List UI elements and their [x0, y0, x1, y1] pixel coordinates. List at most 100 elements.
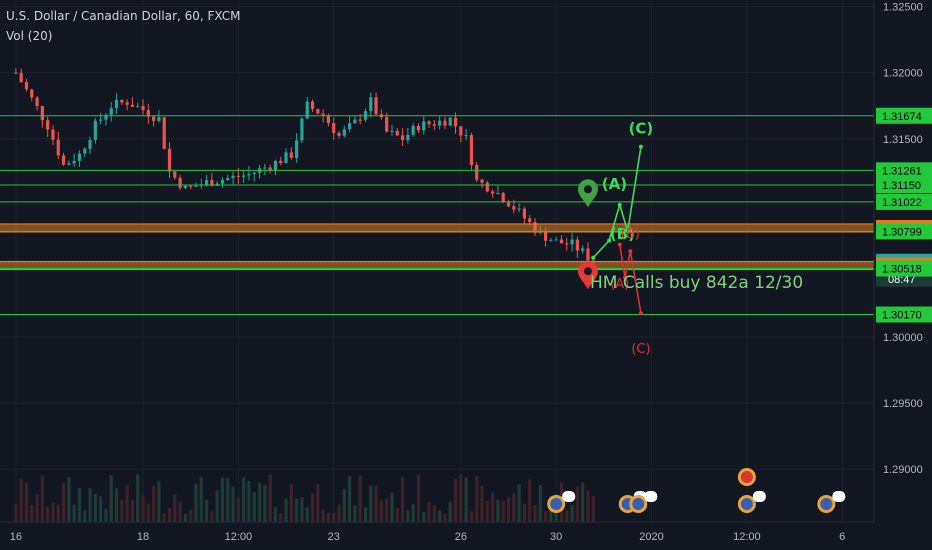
volume-bar: [40, 475, 44, 522]
candle-body: [443, 120, 447, 126]
volume-bar: [459, 474, 463, 522]
volume-bar: [268, 474, 272, 522]
volume-bar: [528, 479, 532, 522]
volume-bar: [491, 492, 495, 522]
volume-bar: [332, 512, 336, 522]
candle-body: [67, 163, 71, 165]
candle-body: [332, 123, 336, 134]
volume-bar: [61, 483, 66, 522]
candle-body: [300, 118, 304, 141]
volume-bar: [210, 511, 214, 522]
volume-bar: [496, 499, 500, 522]
bullish-wave-label: (C): [629, 119, 654, 137]
volume-bar: [416, 474, 421, 522]
volume-bar: [199, 476, 203, 522]
map-markers[interactable]: [577, 179, 598, 290]
price-axis[interactable]: 1.325001.320001.315001.310001.305001.300…: [873, 0, 932, 550]
wave-projections[interactable]: (A) (B) (C) (B) (A) (C): [591, 119, 654, 357]
volume-bar: [167, 508, 172, 522]
price-tick-label: 1.32000: [883, 68, 923, 80]
candle-body: [178, 177, 182, 188]
candle-body: [263, 167, 267, 169]
candle-body: [528, 218, 532, 223]
volume-bar: [247, 480, 251, 522]
volume-bar: [453, 479, 458, 522]
wave-point: [638, 144, 643, 149]
candle-body: [210, 180, 214, 186]
candle-body: [459, 126, 463, 136]
price-tick-label: 1.31500: [883, 134, 923, 146]
candle-body: [496, 193, 500, 195]
candle-body: [157, 117, 161, 121]
price-label-box: [876, 260, 932, 277]
candle-body: [189, 185, 193, 187]
time-tick-label: 23: [328, 531, 340, 543]
volume-bar: [342, 488, 346, 522]
symbol-title[interactable]: U.S. Dollar / Canadian Dollar, 60, FXCM: [6, 9, 241, 23]
event-count: 8: [648, 492, 654, 503]
candle-body: [390, 130, 394, 132]
candle-body: [14, 72, 18, 74]
candle-body: [453, 117, 458, 127]
time-tick-label: 18: [137, 531, 149, 543]
bullish-wave-label: (A): [602, 175, 627, 193]
volume-bar: [369, 485, 373, 522]
volume-bar: [236, 497, 240, 522]
horizontal-levels[interactable]: [0, 115, 874, 316]
volume-bar: [141, 495, 145, 522]
price-level-label: 1.31674: [882, 111, 922, 123]
candle-body: [586, 248, 590, 261]
volume-bar: [152, 486, 156, 522]
volume-bar: [99, 496, 103, 522]
volume-bar: [88, 488, 92, 522]
volume-bar: [480, 485, 484, 522]
candle-body: [554, 239, 558, 241]
candle-body: [194, 185, 198, 187]
candle-body: [501, 193, 505, 203]
time-tick-label: 2020: [639, 531, 663, 543]
volume-bar: [543, 511, 548, 522]
flag-core: [740, 471, 753, 483]
price-level-label: 1.30799: [882, 226, 922, 238]
candle-body: [411, 125, 415, 135]
volume-bar: [35, 494, 39, 522]
volume-bar: [284, 498, 288, 522]
candle-body: [289, 152, 293, 158]
candle-body: [581, 248, 585, 251]
volume-indicator-label[interactable]: Vol (20): [6, 29, 53, 43]
volume-bar: [220, 477, 225, 522]
volume-bar: [242, 477, 246, 522]
volume-bar: [56, 504, 60, 522]
volume-bar: [538, 484, 542, 522]
volume-bar: [432, 505, 436, 522]
volume-bar: [385, 498, 389, 522]
volume-bar: [194, 483, 198, 522]
candle-body: [24, 82, 29, 90]
wave-point: [628, 249, 633, 254]
volume-bar: [114, 488, 119, 522]
volume-bar: [448, 501, 452, 522]
volume-bar: [506, 497, 511, 522]
volume-bar: [93, 494, 97, 522]
annotation-note[interactable]: HM Calls buy 842a 12/30: [590, 273, 803, 293]
candle-body: [310, 101, 315, 109]
price-label-box: [876, 193, 932, 210]
candle-body: [517, 208, 521, 210]
candle-body: [279, 160, 283, 164]
candle-body: [475, 164, 479, 180]
bearish-wave-label: (B): [621, 227, 640, 242]
time-axis[interactable]: 16 18 12:00 23 26 30 2020 12:00 6: [0, 521, 932, 550]
candle-body: [395, 130, 399, 136]
volume-bar: [310, 493, 315, 522]
wave-point: [617, 202, 622, 207]
candle-body: [120, 99, 124, 103]
candlesticks: [14, 68, 595, 266]
volume-bar: [438, 510, 442, 522]
candle-body: [231, 175, 235, 179]
volume-bar: [422, 511, 426, 522]
candle-body: [99, 119, 103, 121]
economic-events[interactable]: 628114: [547, 468, 846, 513]
volume-bar: [533, 505, 537, 522]
candle-body: [242, 175, 246, 177]
